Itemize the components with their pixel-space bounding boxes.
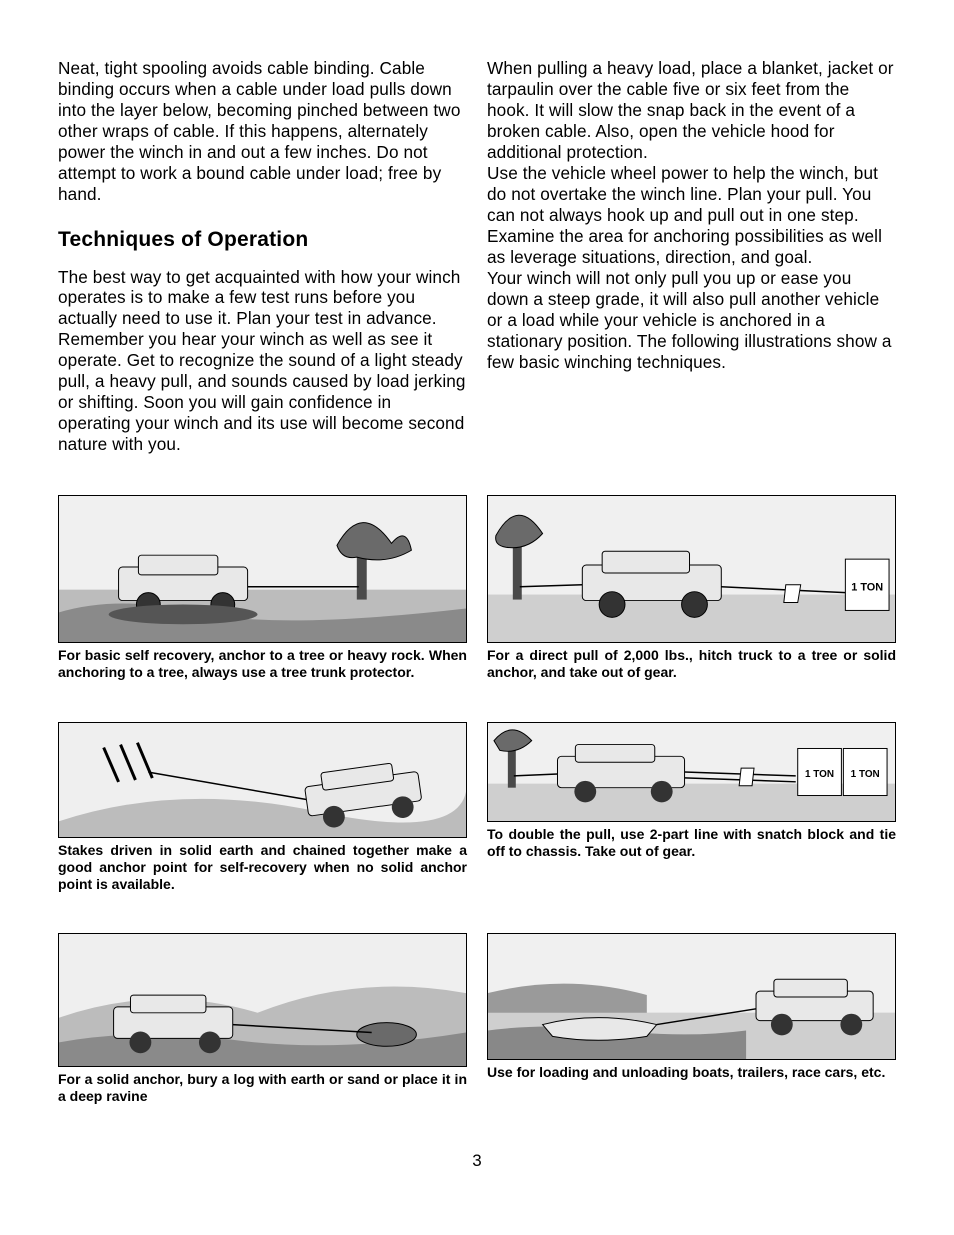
- right-column: When pulling a heavy load, place a blank…: [487, 58, 896, 455]
- caption: For a direct pull of 2,000 lbs., hitch t…: [487, 647, 896, 681]
- sketch-icon: [59, 934, 466, 1066]
- heading-techniques: Techniques of Operation: [58, 227, 467, 253]
- page-number: 3: [58, 1151, 896, 1171]
- illustration-double-pull-2ton: 1 TON 1 TON: [487, 722, 896, 822]
- figure-loading-boat: Use for loading and unloading boats, tra…: [487, 933, 896, 1105]
- illustration-loading-boat: [487, 933, 896, 1060]
- figure-self-recovery-tree: For basic self recovery, anchor to a tre…: [58, 495, 467, 681]
- load-label-1: 1 TON: [805, 768, 834, 779]
- para-wheel-power: Use the vehicle wheel power to help the …: [487, 163, 896, 268]
- caption: Use for loading and unloading boats, tra…: [487, 1064, 896, 1081]
- figure-stakes-anchor: Stakes driven in solid earth and chained…: [58, 722, 467, 893]
- figure-direct-pull-1ton: 1 TON For a direct pull of 2,000 lbs., h…: [487, 495, 896, 681]
- para-blanket: When pulling a heavy load, place a blank…: [487, 58, 896, 163]
- caption: For a solid anchor, bury a log with eart…: [58, 1071, 467, 1105]
- illustration-stakes-anchor: [58, 722, 467, 838]
- caption: For basic self recovery, anchor to a tre…: [58, 647, 467, 681]
- left-column: Neat, tight spooling avoids cable bindin…: [58, 58, 467, 455]
- figure-buried-log-anchor: For a solid anchor, bury a log with eart…: [58, 933, 467, 1105]
- sketch-icon: [59, 723, 466, 837]
- text-columns: Neat, tight spooling avoids cable bindin…: [58, 58, 896, 455]
- illustration-self-recovery-tree: [58, 495, 467, 643]
- caption: Stakes driven in solid earth and chained…: [58, 842, 467, 893]
- sketch-icon: 1 TON: [488, 496, 895, 642]
- figure-double-pull-2ton: 1 TON 1 TON To double the pull, use 2-pa…: [487, 722, 896, 893]
- sketch-icon: 1 TON 1 TON: [488, 723, 895, 821]
- sketch-icon: [488, 934, 895, 1059]
- sketch-icon: [59, 496, 466, 642]
- para-spooling: Neat, tight spooling avoids cable bindin…: [58, 58, 467, 205]
- figures-grid: For basic self recovery, anchor to a tre…: [58, 495, 896, 1105]
- illustration-direct-pull-1ton: 1 TON: [487, 495, 896, 643]
- caption: To double the pull, use 2-part line with…: [487, 826, 896, 860]
- para-pull-uses: Your winch will not only pull you up or …: [487, 268, 896, 373]
- load-label: 1 TON: [851, 582, 883, 594]
- illustration-buried-log-anchor: [58, 933, 467, 1067]
- load-label-2: 1 TON: [851, 768, 880, 779]
- para-test-runs: The best way to get acquainted with how …: [58, 267, 467, 456]
